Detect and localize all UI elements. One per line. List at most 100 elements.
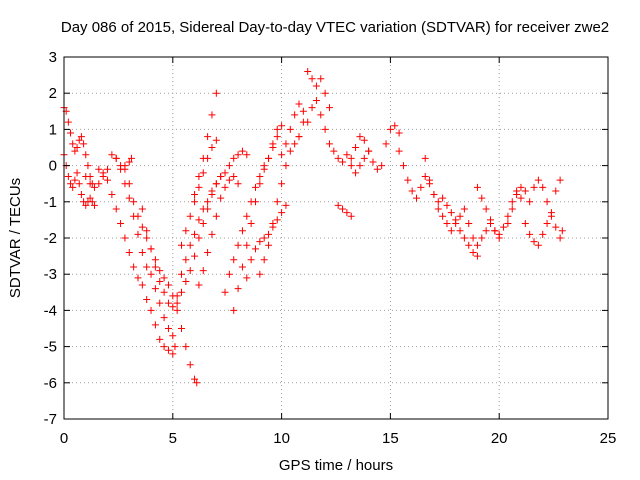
data-point bbox=[539, 183, 547, 191]
data-point bbox=[469, 234, 477, 242]
data-point bbox=[117, 220, 125, 228]
series-sat-d bbox=[95, 165, 179, 358]
data-point bbox=[238, 263, 246, 271]
series-sat-s bbox=[347, 122, 403, 173]
data-point bbox=[82, 151, 90, 159]
data-point bbox=[84, 162, 92, 170]
data-point bbox=[482, 205, 490, 213]
data-point bbox=[452, 220, 460, 228]
data-point bbox=[273, 125, 281, 133]
data-point bbox=[513, 191, 521, 199]
data-point bbox=[517, 183, 525, 191]
data-point bbox=[108, 191, 116, 199]
data-point bbox=[112, 154, 120, 162]
data-point bbox=[408, 187, 416, 195]
y-axis-label: SDTVAR / TECUs bbox=[7, 178, 24, 298]
data-point bbox=[199, 169, 207, 177]
data-point bbox=[186, 267, 194, 275]
data-point bbox=[143, 263, 151, 271]
data-point bbox=[178, 270, 186, 278]
data-point bbox=[169, 332, 177, 340]
data-point bbox=[178, 241, 186, 249]
data-point bbox=[421, 154, 429, 162]
data-point bbox=[278, 209, 286, 217]
data-point bbox=[543, 220, 551, 228]
data-point bbox=[186, 241, 194, 249]
data-point bbox=[395, 129, 403, 137]
data-point bbox=[530, 183, 538, 191]
data-point bbox=[204, 198, 212, 206]
data-point bbox=[373, 165, 381, 173]
data-point bbox=[334, 201, 342, 209]
data-point bbox=[230, 256, 238, 264]
data-point bbox=[69, 183, 77, 191]
x-tick-label: 25 bbox=[600, 430, 617, 447]
data-point bbox=[526, 230, 534, 238]
series-sat-h bbox=[173, 147, 251, 300]
data-point bbox=[208, 230, 216, 238]
data-point bbox=[473, 252, 481, 260]
data-point bbox=[391, 122, 399, 130]
data-point bbox=[193, 379, 201, 387]
data-point bbox=[204, 248, 212, 256]
series-sat-q bbox=[295, 67, 373, 177]
data-point bbox=[434, 198, 442, 206]
data-point bbox=[64, 172, 72, 180]
data-point bbox=[212, 89, 220, 97]
y-tick-label: -1 bbox=[44, 194, 57, 211]
data-point bbox=[69, 140, 77, 148]
x-axis-label: GPS time / hours bbox=[279, 457, 393, 474]
data-point bbox=[434, 205, 442, 213]
data-point bbox=[178, 288, 186, 296]
data-point bbox=[212, 136, 220, 144]
data-point bbox=[417, 183, 425, 191]
data-point bbox=[138, 281, 146, 289]
y-tick-label: -6 bbox=[44, 375, 57, 392]
data-point bbox=[552, 187, 560, 195]
data-point bbox=[173, 299, 181, 307]
data-point bbox=[147, 306, 155, 314]
data-point bbox=[278, 180, 286, 188]
data-point bbox=[360, 136, 368, 144]
data-point bbox=[447, 209, 455, 217]
data-point bbox=[308, 104, 316, 112]
data-point bbox=[199, 267, 207, 275]
axis-ticks: 0 5 10 15 20 25 -7 -6 -5 -4 -3 -2 -1 0 1 2 3 bbox=[44, 49, 617, 447]
data-point bbox=[317, 111, 325, 119]
data-point bbox=[125, 248, 133, 256]
data-point bbox=[360, 154, 368, 162]
data-point bbox=[182, 227, 190, 235]
data-point bbox=[77, 133, 85, 141]
data-point bbox=[530, 238, 538, 246]
data-point bbox=[208, 111, 216, 119]
data-point bbox=[127, 154, 135, 162]
data-point bbox=[212, 180, 220, 188]
data-point bbox=[221, 169, 229, 177]
data-point bbox=[164, 325, 172, 332]
x-tick-label: 10 bbox=[273, 430, 290, 447]
data-point bbox=[64, 118, 72, 126]
data-point bbox=[321, 89, 329, 97]
data-point bbox=[143, 227, 151, 235]
series-sat-i bbox=[178, 136, 220, 249]
data-point bbox=[199, 154, 207, 162]
series-sat-n bbox=[243, 201, 290, 282]
data-point bbox=[225, 176, 233, 184]
data-point bbox=[247, 256, 255, 264]
data-point bbox=[212, 212, 220, 220]
data-point bbox=[517, 194, 525, 202]
data-point bbox=[173, 306, 181, 314]
data-point bbox=[160, 288, 168, 296]
data-point bbox=[73, 169, 81, 177]
data-point bbox=[67, 129, 75, 137]
data-point bbox=[534, 241, 542, 249]
data-point bbox=[465, 241, 473, 249]
data-point bbox=[243, 212, 251, 220]
data-point bbox=[195, 216, 203, 224]
data-point bbox=[260, 256, 268, 264]
data-point bbox=[104, 165, 112, 173]
y-tick-label: 2 bbox=[49, 85, 57, 102]
data-point bbox=[312, 96, 320, 104]
data-point bbox=[164, 281, 172, 289]
data-point bbox=[399, 162, 407, 170]
